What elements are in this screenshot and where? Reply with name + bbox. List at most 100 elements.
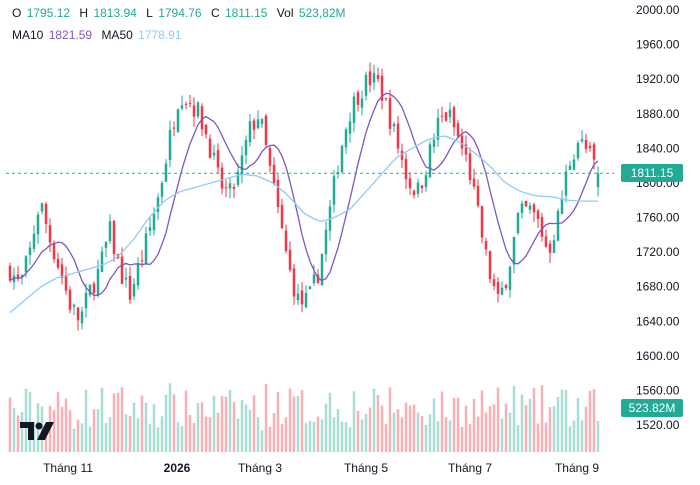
candle-body [284,230,288,251]
volume-bar [356,410,360,452]
candle-body [260,119,264,124]
candle-body [508,266,512,290]
candle-body [432,139,436,147]
candle-body [252,120,256,130]
ma50-value: 1778.91 [138,28,182,42]
candle-body [332,176,336,205]
volume-bar [172,394,176,452]
candle-body [420,185,424,189]
candle-body [16,274,20,280]
volume-bar [244,404,248,452]
candle-body [360,98,364,108]
candle-body [256,119,260,129]
volume-bar [524,405,528,452]
volume-bar [100,387,104,452]
x-tick-label: Tháng 9 [555,461,599,475]
volume-bar [208,417,212,452]
x-tick-label: Tháng 3 [238,461,282,475]
volume-bar [144,402,148,452]
candle-body [500,287,504,295]
candle-body [140,260,144,262]
ma10-line [9,92,599,297]
x-tick-label: Tháng 7 [448,461,492,475]
candle-body [348,121,352,134]
candle-body [100,251,104,273]
candle-body [544,236,548,247]
volume-bar [312,421,316,452]
volume-bar [480,390,484,452]
candle-body [388,98,392,129]
volume-bar [532,388,536,452]
volume-bar [588,390,592,452]
candle-body [424,175,428,188]
candle-body [132,284,136,297]
volume-bar [160,416,164,452]
volume-bar [392,412,396,452]
volume-bar [548,407,552,452]
candle-body [488,251,492,280]
low-value: 1794.76 [158,6,202,20]
y-tick-label: 1520.00 [636,418,680,432]
volume-bar [504,403,508,452]
volume-bar [112,393,116,452]
volume-bar [44,424,48,452]
last-price-badge: 1811.15 [621,164,683,183]
candle-body [232,186,236,189]
volume-bar [284,417,288,452]
volume-bar [128,415,132,452]
volume-bar [576,397,580,452]
volume-bar [16,415,20,452]
candle-body [208,138,212,158]
volume-bar [332,417,336,452]
volume-bar [352,391,356,452]
candle-body [428,144,432,178]
candle-body [572,159,576,170]
candle-body [520,203,524,214]
candle-body [308,286,312,289]
volume-bar [248,409,252,452]
tradingview-logo-icon[interactable] [18,418,58,444]
volume-bar [12,407,16,452]
volume-bar [416,412,420,452]
volume-bar [252,395,256,452]
volume-bar [8,397,12,452]
candle-body [460,135,464,149]
candle-body [448,109,452,118]
volume-bar [20,412,24,452]
candle-body [384,98,388,100]
volume-bar [200,402,204,452]
candle-body [52,243,56,260]
volume-bar [516,425,520,452]
low-label: L [146,6,153,20]
candle-body [64,276,68,291]
volume-bar [544,422,548,452]
candle-body [584,140,588,149]
y-tick-label: 1720.00 [636,245,680,259]
volume-bar [296,395,300,452]
volume-bar [400,417,404,452]
volume-bar [216,412,220,452]
candle-body [412,190,416,196]
candle-body [196,102,200,117]
volume-bar [460,426,464,452]
candle-body [512,236,516,265]
candle-body [164,163,168,182]
candle-body [156,197,160,212]
volume-bar [432,398,436,452]
candle-body [536,210,540,219]
candle-body [248,121,252,143]
x-tick-label: 2026 [164,461,191,475]
candle-body [240,155,244,175]
volume-bar [316,416,320,452]
candle-body [464,144,468,155]
volume-bar [60,406,64,452]
volume-bar [408,405,412,452]
candle-body [188,103,192,105]
candle-body [440,115,444,117]
candle-body [112,220,116,254]
candle-body [552,240,556,254]
volume-bar [224,396,228,452]
volume-bar [220,395,224,452]
candle-body [288,249,292,270]
